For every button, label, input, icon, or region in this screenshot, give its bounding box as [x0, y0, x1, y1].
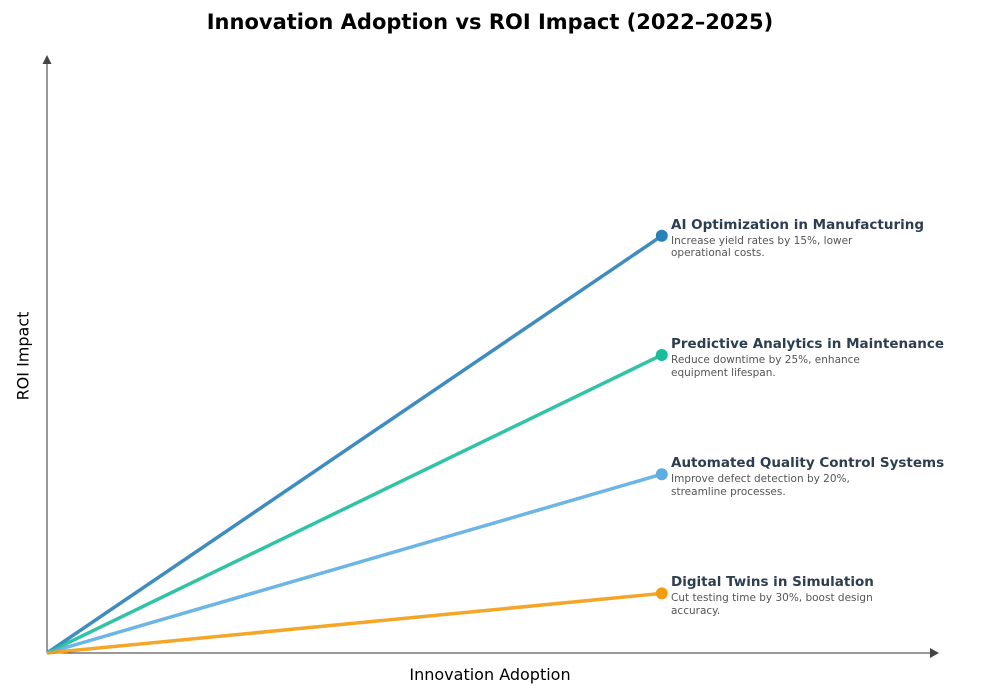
series-endpoint-3: [655, 587, 668, 600]
x-axis-label: Innovation Adoption: [409, 665, 571, 684]
series-label: Automated Quality Control Systems: [671, 455, 945, 472]
series-line-3: [46, 591, 662, 655]
y-axis-arrow-icon: [42, 55, 52, 64]
series-description: Improve defect detection by 20%, streaml…: [671, 473, 850, 498]
series-label: AI Optimization in Manufacturing: [671, 216, 925, 233]
series-label: Digital Twins in Simulation: [671, 574, 874, 591]
series-endpoint-2: [655, 468, 668, 481]
series-line-1: [46, 353, 663, 655]
series-description: Increase yield rates by 15%, lower opera…: [671, 234, 853, 260]
series-description: Reduce downtime by 25%, enhance equipmen…: [671, 354, 860, 379]
series-label: Predictive Analytics in Maintenance: [671, 336, 944, 352]
series-endpoint-0: [655, 229, 668, 242]
series-line-2: [46, 472, 663, 655]
series-description: Cut testing time by 30%, boost design ac…: [671, 592, 873, 617]
series-annotation: Predictive Analytics in Maintenance Reduc…: [671, 337, 971, 379]
x-axis-arrow-icon: [930, 648, 939, 658]
series-annotation: Digital Twins in Simulation Cut testing t…: [671, 575, 971, 617]
series-annotation: AI Optimization in Manufacturing Increase…: [671, 216, 971, 260]
series-line-0: [46, 234, 663, 655]
chart-title: Innovation Adoption vs ROI Impact (2022–…: [206, 10, 774, 34]
series-annotation: Automated Quality Control Systems Improve…: [671, 456, 971, 498]
series-endpoint-1: [655, 349, 668, 361]
